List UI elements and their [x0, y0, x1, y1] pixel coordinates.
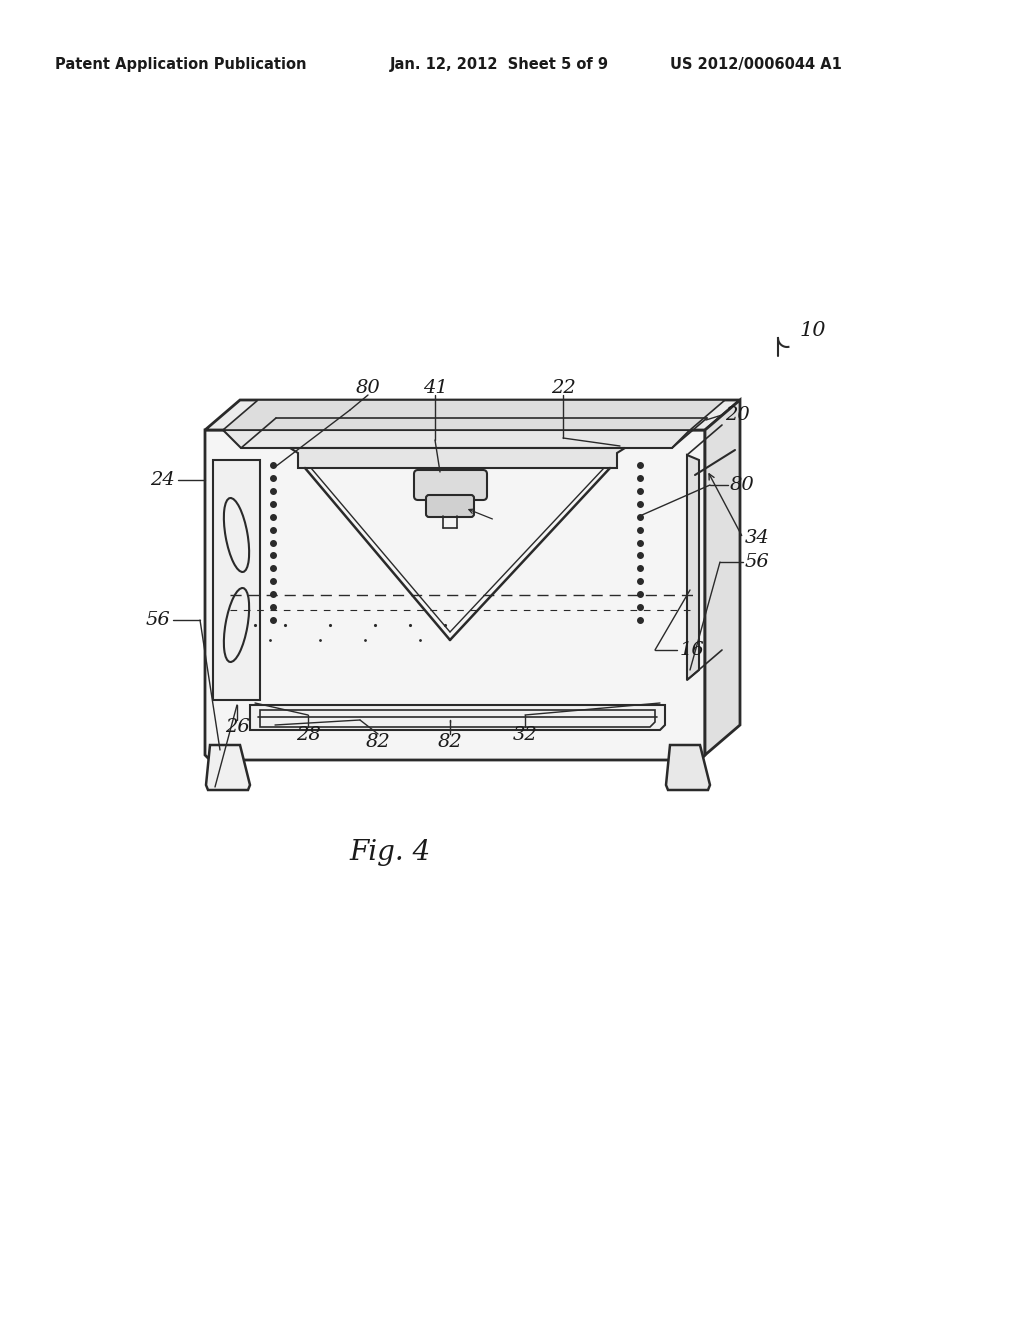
Polygon shape: [213, 459, 260, 700]
Text: US 2012/0006044 A1: US 2012/0006044 A1: [670, 58, 842, 73]
Text: 56: 56: [145, 611, 170, 630]
Polygon shape: [290, 447, 625, 469]
Text: 56: 56: [745, 553, 770, 572]
Text: 82: 82: [437, 733, 463, 751]
Text: 20: 20: [725, 407, 750, 424]
Polygon shape: [206, 744, 250, 789]
Text: 10: 10: [800, 321, 826, 339]
Text: 28: 28: [296, 726, 321, 744]
Polygon shape: [223, 430, 690, 447]
Text: 22: 22: [551, 379, 575, 397]
Text: 80: 80: [730, 477, 755, 494]
Text: 34: 34: [745, 529, 770, 546]
Text: 32: 32: [513, 726, 538, 744]
Text: 26: 26: [224, 718, 250, 737]
Text: 82: 82: [366, 733, 390, 751]
Text: Fig. 4: Fig. 4: [349, 838, 431, 866]
FancyBboxPatch shape: [426, 495, 474, 517]
Polygon shape: [687, 455, 699, 680]
Polygon shape: [666, 744, 710, 789]
FancyBboxPatch shape: [414, 470, 487, 500]
Text: Patent Application Publication: Patent Application Publication: [55, 58, 306, 73]
Text: 80: 80: [355, 379, 380, 397]
Polygon shape: [205, 430, 705, 760]
Polygon shape: [705, 400, 740, 755]
Text: 24: 24: [151, 471, 175, 488]
Text: Jan. 12, 2012  Sheet 5 of 9: Jan. 12, 2012 Sheet 5 of 9: [390, 58, 609, 73]
Polygon shape: [205, 400, 740, 430]
Polygon shape: [223, 400, 725, 430]
Text: 41: 41: [423, 379, 447, 397]
Polygon shape: [250, 705, 665, 730]
Text: 16: 16: [680, 642, 705, 659]
